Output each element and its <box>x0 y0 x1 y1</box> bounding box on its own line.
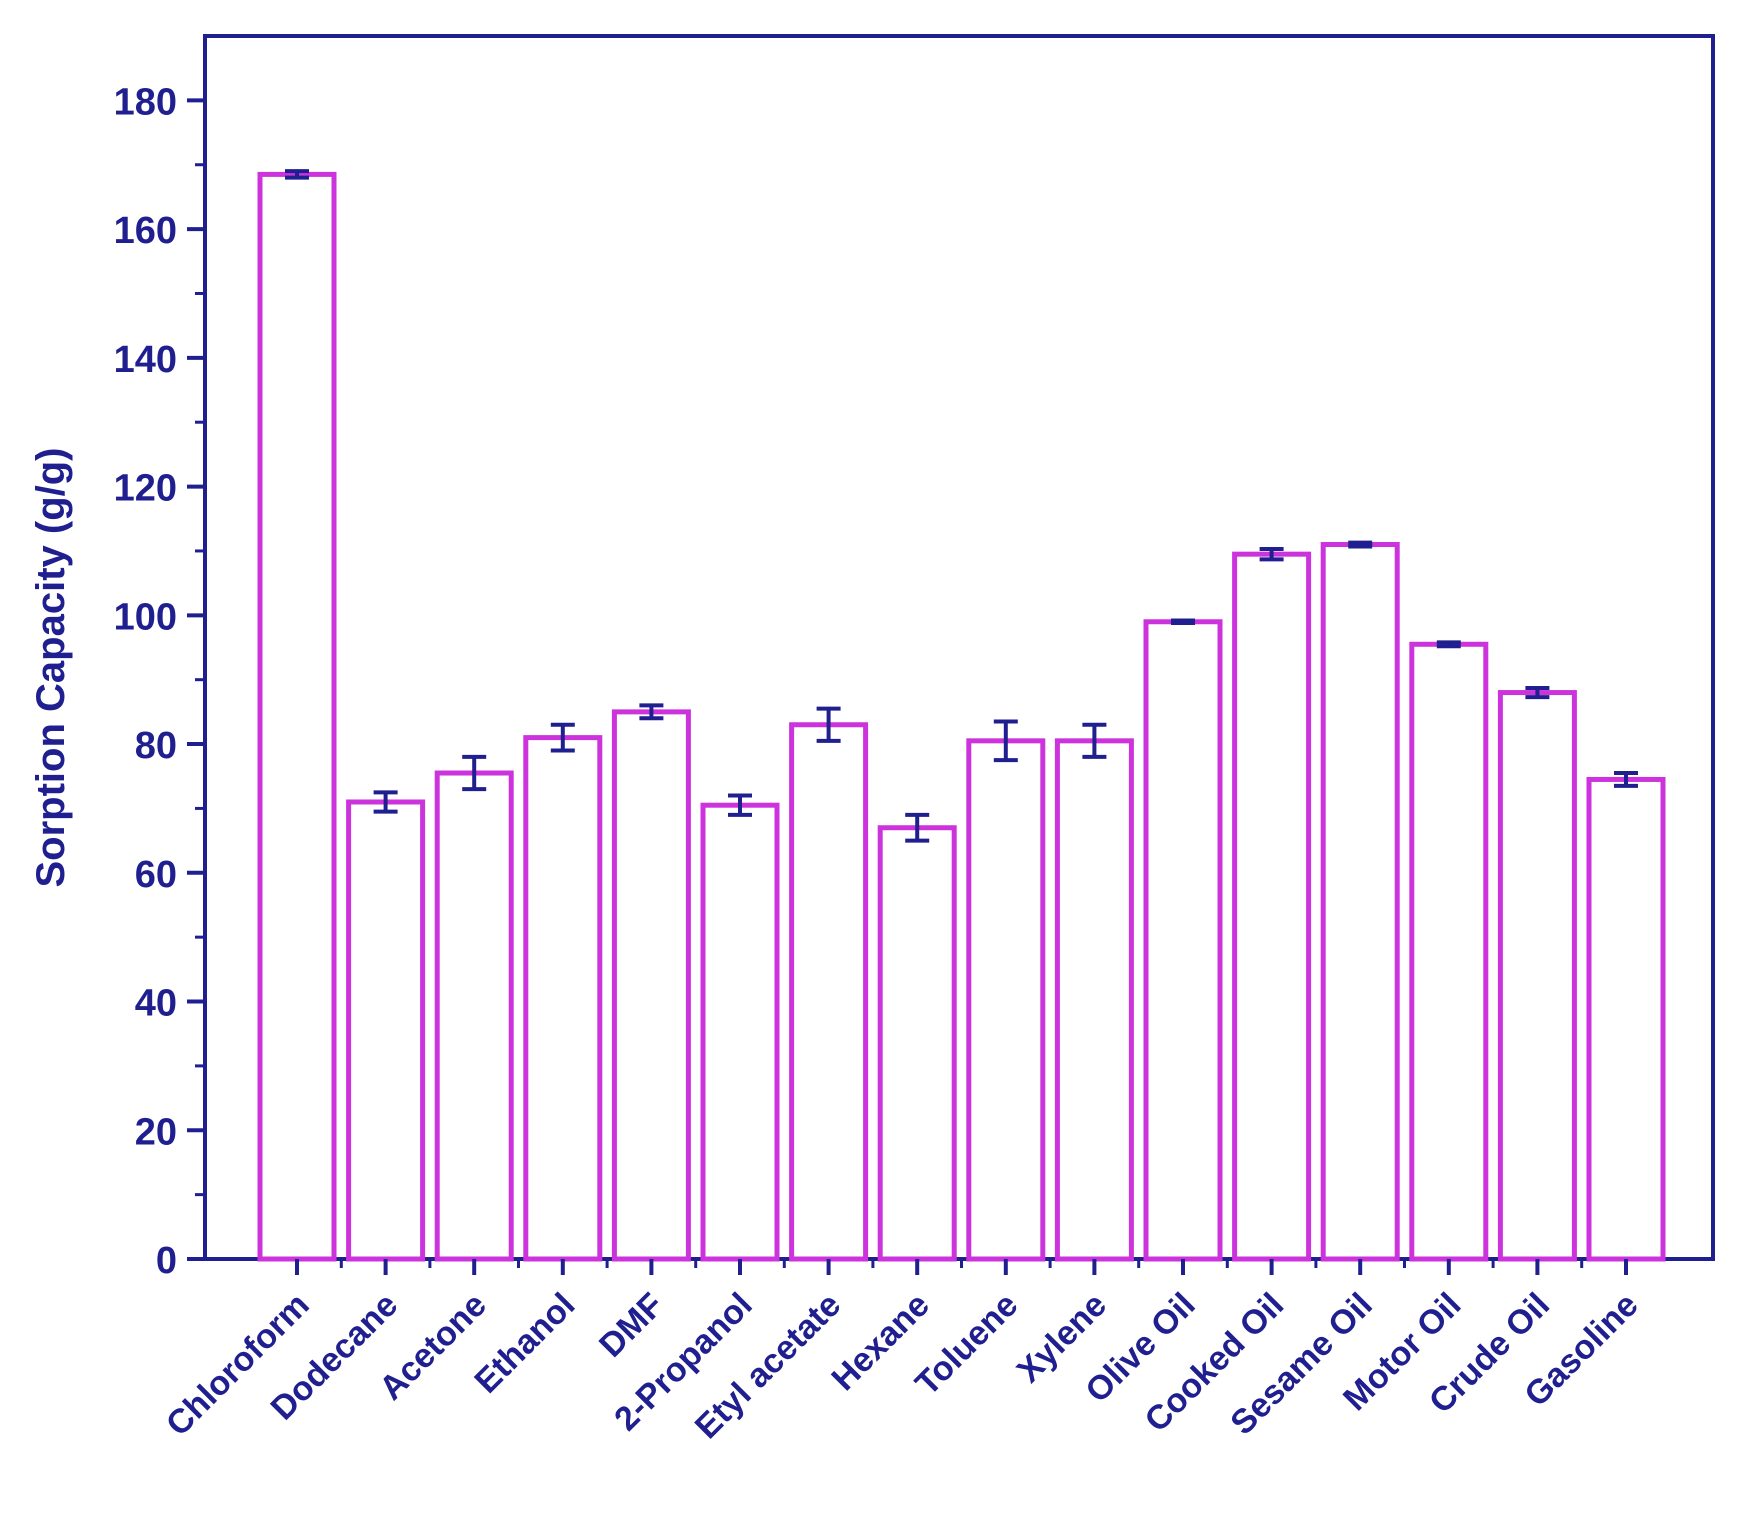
y-tick-label: 180 <box>114 81 177 123</box>
y-tick-label: 0 <box>156 1240 177 1282</box>
bar-acetone <box>434 770 514 1262</box>
y-tick-label: 160 <box>114 210 177 252</box>
y-tick-label: 40 <box>135 983 177 1025</box>
error-bar <box>728 793 752 817</box>
error-bar <box>1082 722 1107 759</box>
bar-dodecane <box>346 799 426 1262</box>
error-bar <box>1259 547 1284 562</box>
error-bar <box>373 790 398 814</box>
y-tick-label: 80 <box>135 725 177 767</box>
y-axis-label: Sorption Capacity (g/g) <box>29 448 73 888</box>
bar-xylene <box>1054 738 1134 1262</box>
error-bar <box>993 719 1018 763</box>
error-bar <box>639 703 664 721</box>
bar-sesame-oil <box>1320 542 1400 1262</box>
plot-border <box>203 34 1715 1261</box>
error-bar <box>905 812 930 843</box>
error-bar <box>1525 686 1550 700</box>
bar-2-propanol <box>700 802 780 1262</box>
bar-hexane <box>877 825 957 1262</box>
x-tick-label: DMF <box>592 1286 671 1365</box>
x-tick-label: Ethanol <box>467 1286 582 1401</box>
y-tick-label: 60 <box>135 854 177 896</box>
bar-ethanol <box>523 735 603 1262</box>
bar-motor-oil <box>1409 641 1489 1262</box>
bar-crude-oil <box>1497 690 1577 1262</box>
error-bar <box>285 169 309 180</box>
bar-gasoline <box>1586 776 1666 1262</box>
error-bars-layer <box>285 169 1638 843</box>
y-tick-label: 20 <box>135 1111 177 1153</box>
error-bar <box>1348 540 1373 549</box>
y-tick-label: 100 <box>114 596 177 638</box>
error-bar <box>1614 771 1638 788</box>
y-tick-label: 140 <box>114 339 177 381</box>
error-bar <box>550 722 575 753</box>
bar-toluene <box>966 738 1046 1262</box>
error-bar <box>1171 618 1195 626</box>
y-axis: 0 20 40 60 80 100 120 140 160 180 <box>114 81 205 1282</box>
plot-frame <box>203 34 1715 1261</box>
error-bar <box>1436 640 1461 649</box>
y-tick-label: 120 <box>114 468 177 510</box>
bar-chloroform <box>257 171 337 1262</box>
bar-cooked-oil <box>1232 551 1312 1262</box>
error-bar <box>462 754 487 792</box>
bar-olive-oil <box>1143 619 1223 1262</box>
error-bar <box>816 706 841 743</box>
bar-dmf <box>611 709 691 1262</box>
bars-layer <box>257 171 1666 1262</box>
bar-etyl-acetate <box>789 722 869 1262</box>
